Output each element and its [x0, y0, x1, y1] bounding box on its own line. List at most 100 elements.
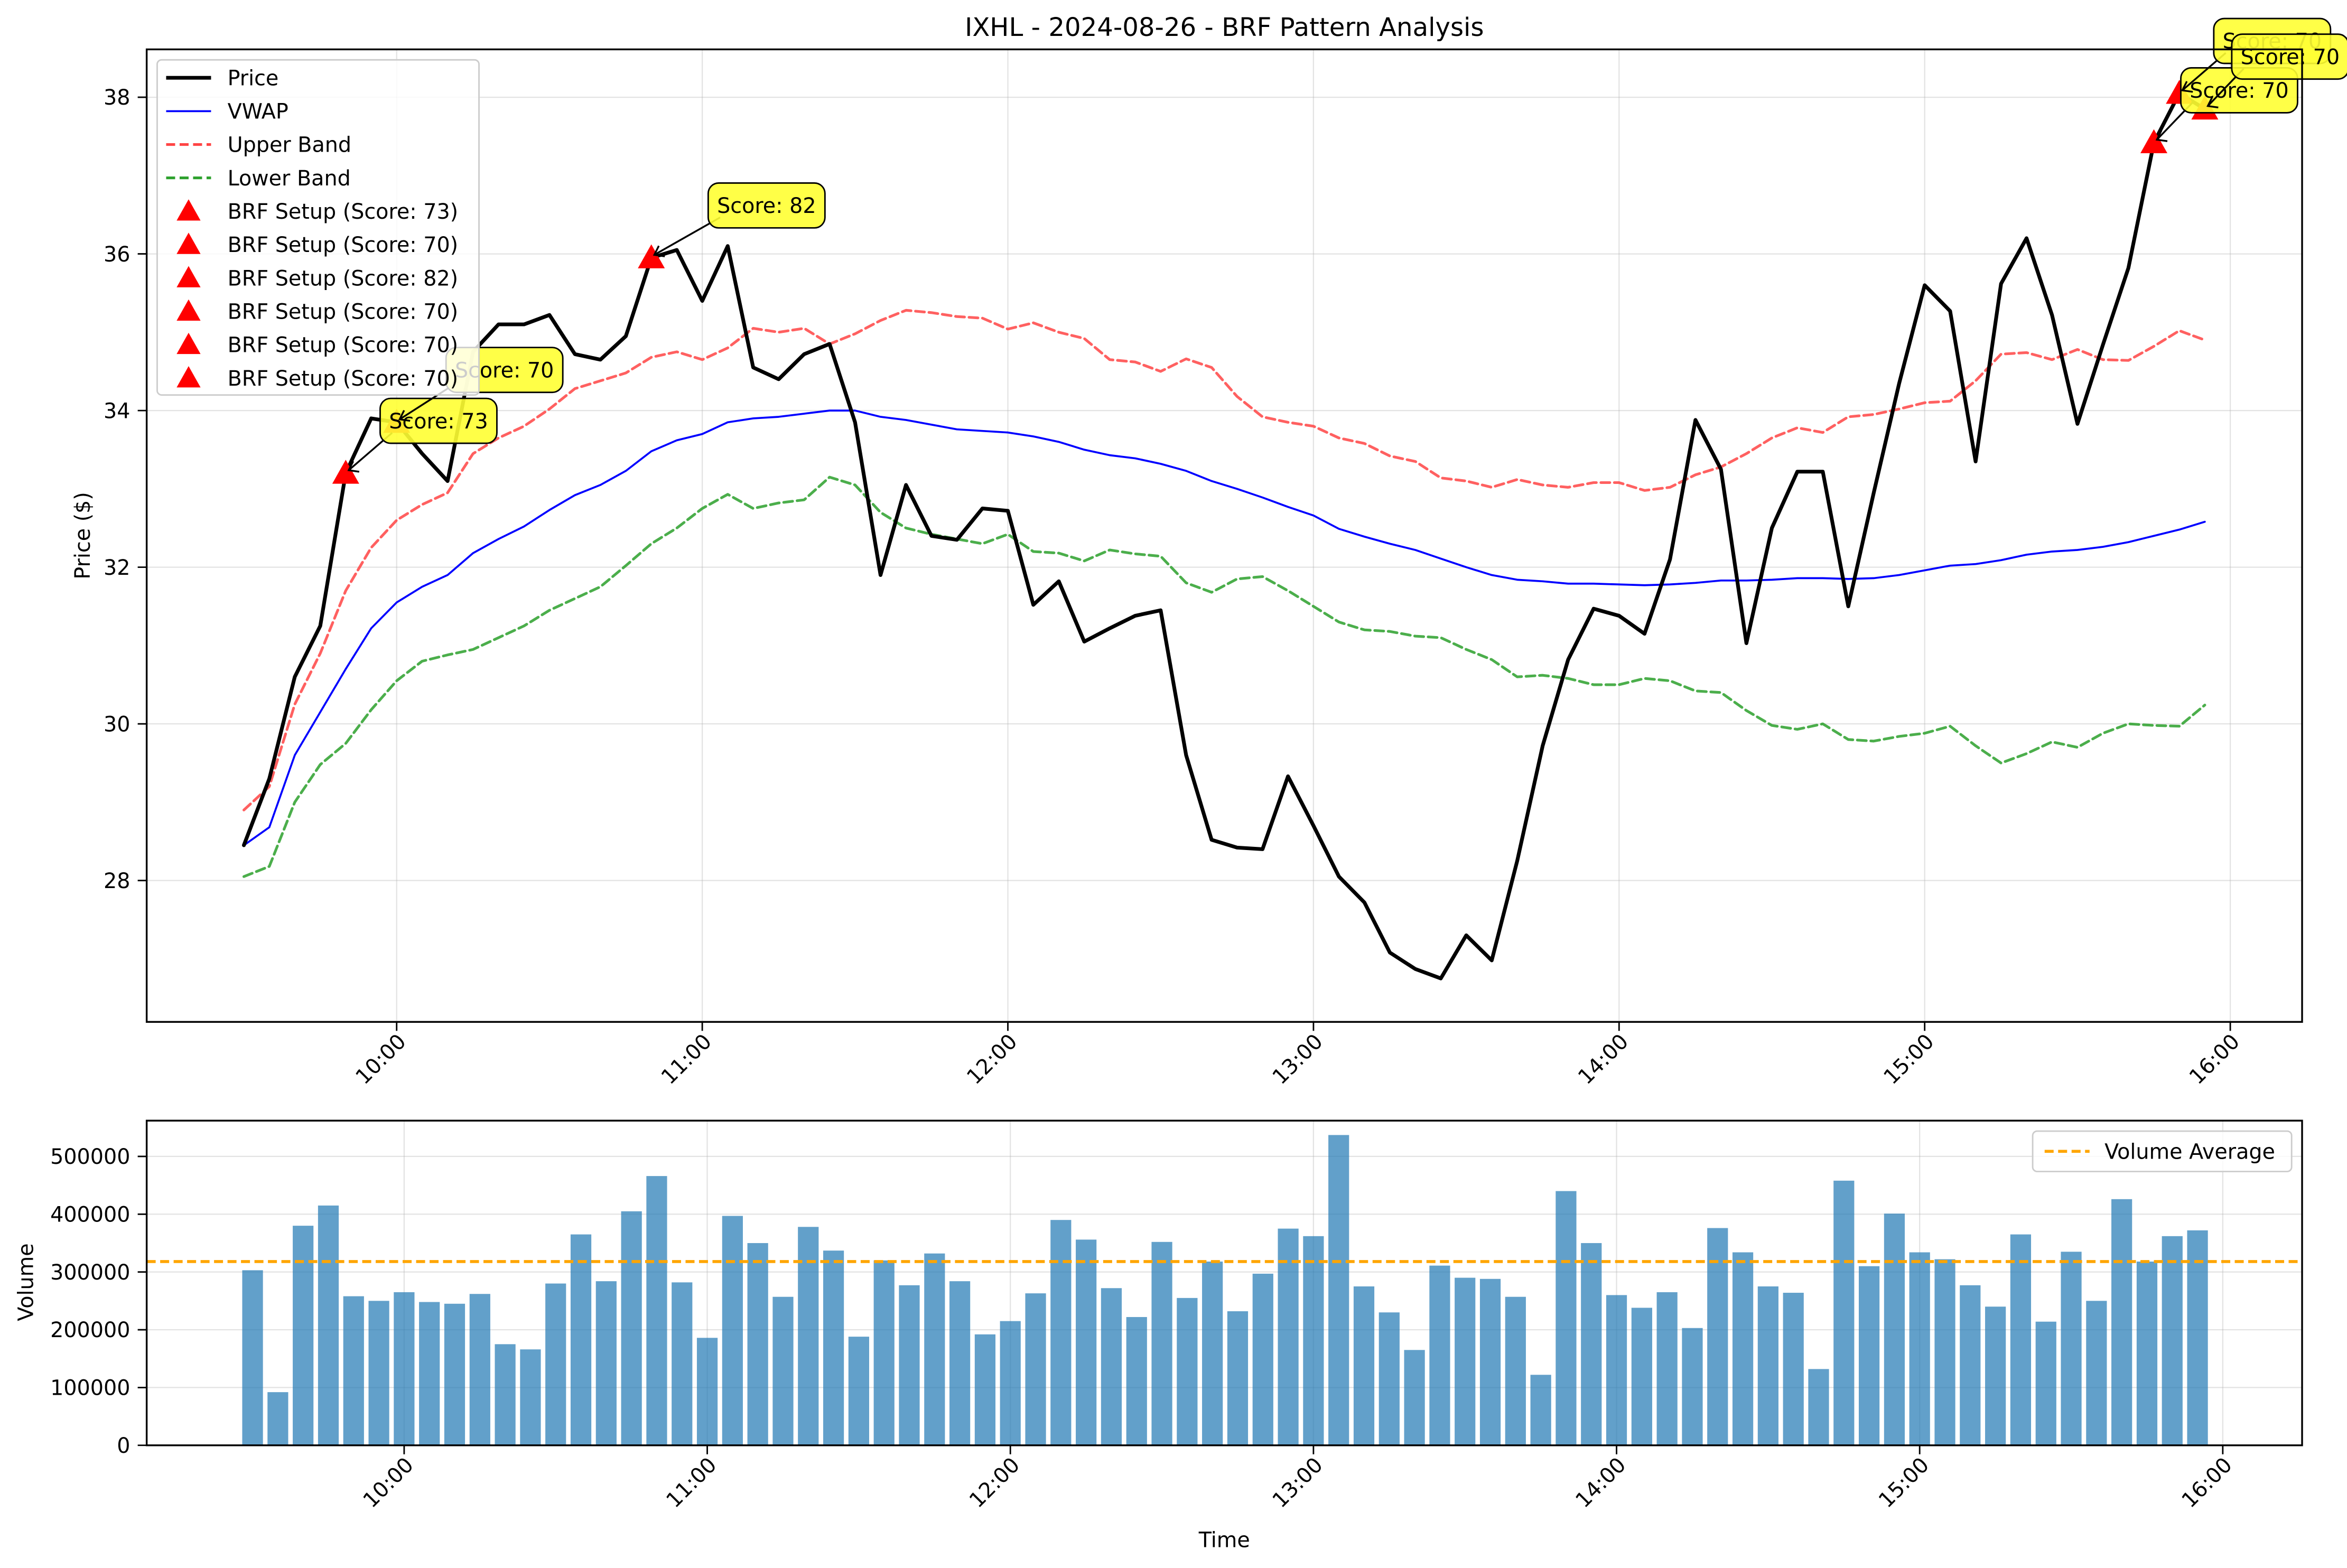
volume-bar [1909, 1252, 1930, 1445]
volume-bar [1707, 1228, 1728, 1445]
annotation-box [379, 397, 498, 444]
volume-bar [1960, 1285, 1981, 1445]
volume-bar [394, 1292, 415, 1445]
chart-title: IXHL - 2024-08-26 - BRF Pattern Analysis [965, 13, 1484, 42]
volume-bar [520, 1349, 541, 1445]
volume-bar [1985, 1306, 2006, 1445]
volume-bar [1000, 1321, 1021, 1445]
volume-y-tick-label: 200000 [50, 1318, 130, 1342]
volume-bar [1353, 1286, 1375, 1445]
volume-y-ticks: 0 100000 200000 300000 400000 500000 [50, 1145, 147, 1458]
volume-bar [1858, 1266, 1880, 1445]
volume-bar [595, 1281, 617, 1445]
volume-bar [1455, 1277, 1476, 1445]
annotation-arrowhead [347, 461, 360, 473]
legend-swatch-triangle [176, 232, 201, 254]
price-axes-frame [145, 48, 2303, 1023]
legend-label: Lower Band [228, 166, 351, 191]
price-series [241, 91, 2207, 981]
volume-bar [798, 1227, 819, 1445]
volume-bar [2086, 1301, 2107, 1445]
annotation-arrow [654, 217, 721, 256]
legend-label: BRF Setup (Score: 70) [228, 333, 459, 358]
volume-bar [318, 1205, 339, 1445]
volume-bar [1202, 1261, 1223, 1445]
price-y-tick-label: 32 [104, 556, 130, 580]
annotation-label: Score: 70 [2190, 79, 2288, 103]
price-y-ticks: 28 30 32 34 36 38 [104, 86, 147, 893]
volume-bar [873, 1260, 895, 1445]
volume-bar [1278, 1228, 1299, 1445]
volume-bar [949, 1281, 971, 1445]
annotation-label: Score: 73 [389, 409, 488, 434]
volume-bar [696, 1338, 718, 1445]
volume-bar [1606, 1295, 1627, 1445]
price-y-tick-label: 36 [104, 242, 130, 267]
legend-label: BRF Setup (Score: 82) [228, 266, 459, 291]
volume-bar [1934, 1259, 1955, 1445]
volume-bar [1808, 1369, 1829, 1445]
volume-bar [293, 1226, 314, 1445]
volume-bar [2061, 1252, 2082, 1445]
volume-bar [1656, 1292, 1678, 1445]
volume-bar [2136, 1261, 2158, 1445]
legend-label: BRF Setup (Score: 70) [228, 367, 459, 391]
volume-bar [1126, 1317, 1147, 1445]
volume-bar [1050, 1220, 1072, 1445]
volume-bar [823, 1250, 844, 1445]
annotation-label: Score: 82 [717, 194, 816, 218]
volume-axes-frame [145, 1119, 2303, 1446]
annotation-arrowhead [2181, 81, 2193, 93]
volume-bar [1884, 1214, 1905, 1445]
volume-bar [1429, 1265, 1450, 1445]
volume-bar [368, 1301, 389, 1445]
volume-bar [1505, 1296, 1526, 1445]
volume-bar [1783, 1293, 1804, 1445]
volume-bar [419, 1302, 440, 1445]
volume-bar [444, 1303, 465, 1445]
volume-bar [2162, 1236, 2183, 1445]
volume-bar [1101, 1288, 1122, 1445]
legend-label: VWAP [228, 100, 288, 124]
series-upper-band [242, 309, 2206, 811]
legend-label: Upper Band [228, 133, 351, 157]
volume-bar [1025, 1293, 1046, 1445]
price-y-tick-label: 38 [104, 86, 130, 110]
volume-y-label: Volume [14, 1243, 38, 1321]
brf-marker-triangle [638, 244, 665, 268]
volume-bar [899, 1285, 920, 1445]
brf-marker-triangle [2140, 129, 2167, 153]
volume-bar [924, 1253, 945, 1445]
price-y-tick-label: 28 [104, 869, 130, 893]
volume-bar [722, 1216, 743, 1445]
volume-y-tick-label: 100000 [50, 1376, 130, 1401]
volume-y-tick-label: 500000 [50, 1145, 130, 1169]
volume-bar [1833, 1180, 1855, 1445]
volume-bar [1379, 1312, 1400, 1445]
annotation-box [707, 182, 826, 229]
volume-legend-label: Volume Average [2104, 1140, 2275, 1164]
volume-bar [2035, 1321, 2056, 1445]
volume-bar [1479, 1278, 1501, 1445]
volume-bar [1177, 1298, 1198, 1445]
volume-legend-box [2032, 1130, 2293, 1172]
volume-bar [1757, 1286, 1778, 1445]
volume-bar [1151, 1242, 1172, 1445]
volume-bar [974, 1334, 996, 1445]
volume-bar [1631, 1308, 1652, 1445]
volume-bar [848, 1337, 869, 1445]
volume-y-tick-label: 0 [117, 1434, 130, 1458]
volume-bar [570, 1234, 592, 1445]
annotation-arrowhead [398, 409, 411, 422]
volume-bar [747, 1243, 768, 1445]
volume-bar [495, 1344, 516, 1445]
volume-bar [1076, 1239, 1097, 1445]
volume-bar [1732, 1252, 1754, 1445]
legend-swatch-triangle [176, 366, 201, 388]
volume-bar [1581, 1243, 1602, 1445]
volume-bar [1530, 1375, 1551, 1445]
volume-bar [469, 1294, 490, 1445]
legend-label: Price [228, 66, 279, 90]
series-vwap [243, 409, 2206, 846]
